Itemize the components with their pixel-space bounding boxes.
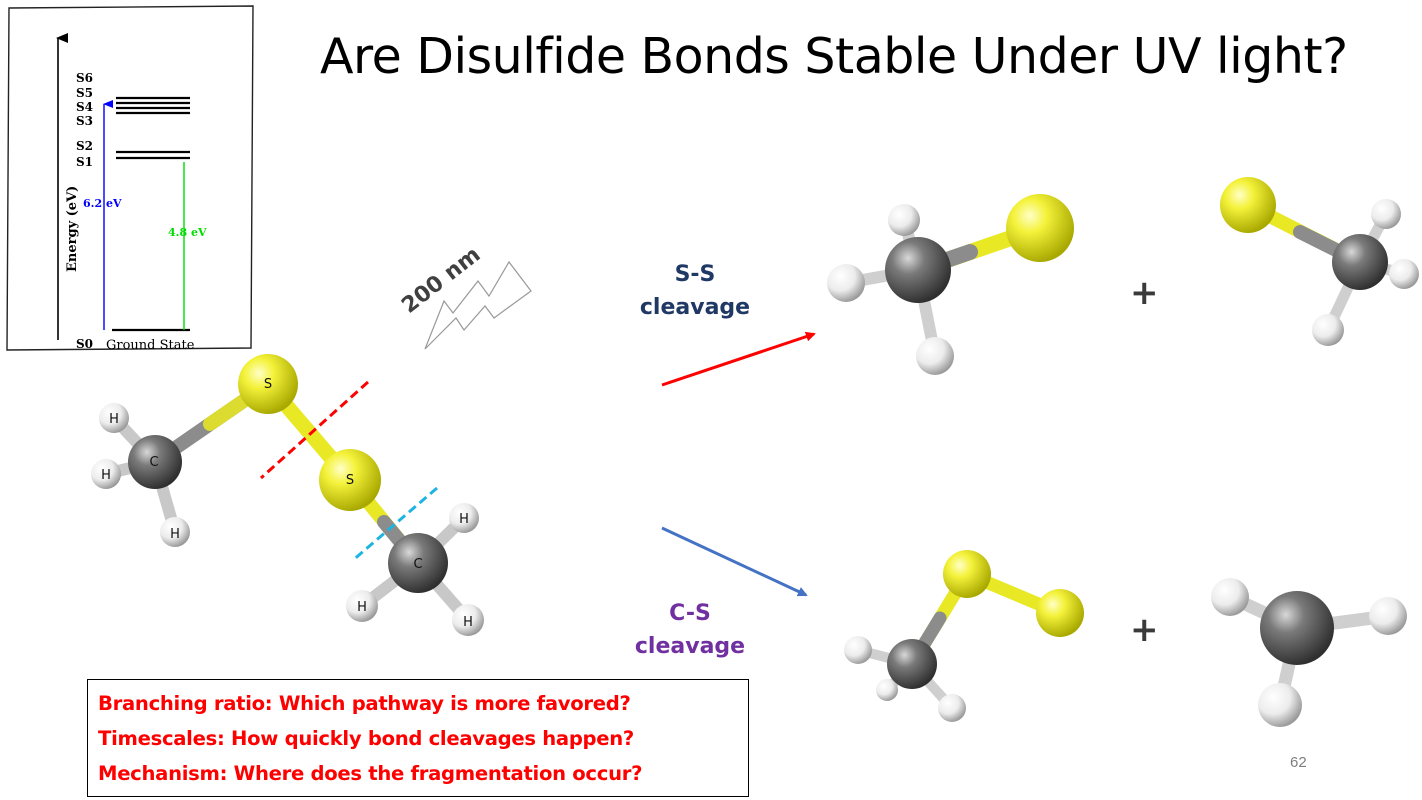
atom-label-h: H (101, 468, 111, 483)
state-label-s3: S3 (76, 114, 93, 128)
hydrogen-atom (916, 337, 954, 375)
hydrogen-atom (1211, 578, 1249, 616)
question-mechanism: Mechanism: Where does the fragmentation … (98, 762, 643, 785)
hydrogen-atom (1371, 199, 1401, 229)
ss-bond-cut-line (259, 380, 370, 480)
product-methylthiyl-radical (827, 194, 1074, 375)
hydrogen-atom (1312, 314, 1344, 346)
plus-sign-top: + (1130, 273, 1159, 313)
atom-label-s: S (346, 473, 354, 488)
atom-label-h: H (463, 615, 473, 630)
sulfur-atom (238, 354, 298, 414)
sulfur-atom (943, 550, 991, 598)
atom-label-h: H (170, 527, 180, 542)
hydrogen-atom (452, 604, 484, 636)
state-label-s1: S1 (76, 155, 93, 169)
hydrogen-atom (1369, 597, 1407, 635)
state-label-s4: S4 (76, 100, 93, 114)
cs-cleavage-arrow (661, 526, 808, 597)
atom-label-h: H (459, 512, 469, 527)
hydrogen-atom (876, 679, 898, 701)
dimethyl-disulfide-molecule: H H H C S S H C H H (91, 354, 484, 636)
atom-label-h: H (357, 600, 367, 615)
state-label-s5: S5 (76, 86, 93, 100)
sulfur-atom (319, 449, 381, 511)
hydrogen-atom (827, 264, 865, 302)
cs-bond-cut-line (351, 486, 438, 563)
lightning-bolt-icon (424, 260, 532, 350)
cs-cleavage-label: C-S cleavage (615, 597, 765, 663)
hydrogen-atom (938, 694, 966, 722)
transition-label-green: 4.8 eV (168, 226, 207, 239)
carbon-atom (887, 639, 937, 689)
hydrogen-atom (91, 459, 121, 489)
state-label-s2: S2 (76, 139, 93, 153)
ss-cleavage-arrow (661, 331, 816, 387)
state-label-s6: S6 (76, 71, 93, 85)
atom-label-c: C (413, 557, 422, 572)
product-methylthiyl-radical-2 (1220, 177, 1419, 346)
ground-state-label: Ground State (106, 338, 195, 353)
hydrogen-atom (449, 503, 479, 533)
product-methyldisulfanyl-radical (844, 550, 1084, 722)
ss-cleavage-text: S-S cleavage (639, 262, 751, 320)
atom-label-h: H (109, 412, 119, 427)
hydrogen-atom (844, 636, 872, 664)
hydrogen-atom (99, 403, 129, 433)
carbon-atom (1332, 234, 1388, 290)
carbon-atom (885, 237, 951, 303)
plus-sign-bottom: + (1130, 610, 1159, 650)
question-branching-ratio: Branching ratio: Which pathway is more f… (98, 692, 631, 715)
page-number: 62 (1290, 754, 1307, 771)
atom-label-s: S (264, 377, 272, 392)
cs-cleavage-text: C-S cleavage (634, 601, 746, 659)
carbon-atom (388, 533, 448, 593)
sulfur-atom (1036, 589, 1084, 637)
hydrogen-atom (346, 590, 378, 622)
energy-diagram-frame (6, 5, 254, 351)
energy-axis-label: Energy (eV) (65, 186, 80, 272)
hydrogen-atom (160, 517, 190, 547)
slide-title: Are Disulfide Bonds Stable Under UV ligh… (320, 28, 1348, 85)
atom-label-c: C (149, 455, 158, 470)
sulfur-atom (1220, 177, 1276, 233)
energy-level-diagram: Energy (eV) S6 S5 S4 S3 S2 S1 S0 Ground … (6, 5, 254, 353)
sulfur-atom (1006, 194, 1074, 262)
carbon-atom (1260, 591, 1334, 665)
state-label-s0: S0 (76, 337, 93, 351)
ss-cleavage-label: S-S cleavage (620, 258, 770, 324)
energy-levels (112, 96, 190, 332)
question-timescales: Timescales: How quickly bond cleavages h… (98, 727, 634, 750)
hydrogen-atom (888, 204, 920, 236)
hydrogen-atom (1389, 259, 1419, 289)
transition-label-blue: 6.2 eV (83, 197, 122, 210)
hydrogen-atom (1258, 683, 1302, 727)
research-questions-box: Branching ratio: Which pathway is more f… (87, 679, 749, 797)
carbon-atom (128, 435, 182, 489)
product-methyl-radical (1211, 578, 1407, 727)
